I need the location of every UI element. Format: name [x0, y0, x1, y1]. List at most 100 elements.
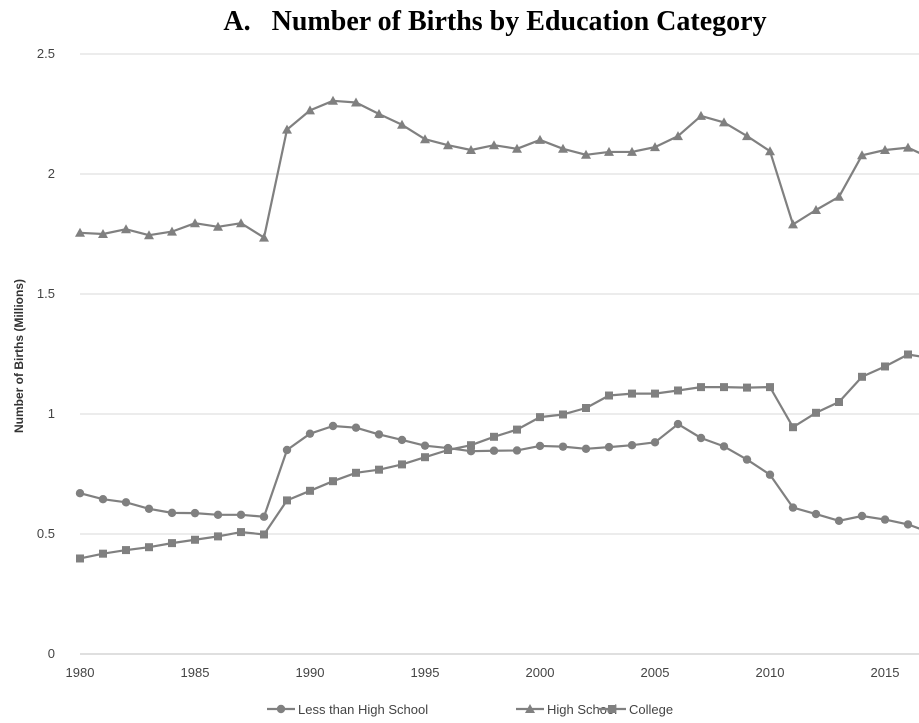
data-point-less-than-high-school	[857, 511, 867, 521]
data-point-high-school	[259, 232, 269, 242]
data-point-college	[835, 398, 843, 406]
data-point-college	[375, 465, 383, 474]
x-tick-label: 1980	[66, 665, 95, 680]
data-point-high-school	[282, 124, 292, 134]
grid-layer	[80, 53, 919, 535]
data-point-high-school	[374, 109, 384, 118]
series-high-school	[75, 95, 919, 242]
data-point-high-school	[673, 131, 683, 141]
y-tick-label: 2	[48, 166, 55, 181]
data-point-less-than-high-school	[650, 438, 660, 447]
series-line-high-school	[79, 99, 919, 239]
data-point-high-school	[558, 143, 568, 153]
data-point-less-than-high-school	[696, 433, 706, 443]
data-point-college	[536, 413, 544, 422]
data-point-high-school	[305, 105, 315, 115]
data-point-less-than-high-school	[328, 421, 338, 431]
x-tick-label: 2000	[526, 665, 555, 680]
data-point-high-school	[351, 97, 361, 107]
y-tick-label: 0	[48, 646, 55, 661]
data-point-high-school	[880, 145, 890, 154]
axis-layer: 0 0.5 1 1.5 2 2.5 1980 1985 1990 1995 2000 2005 2010…	[37, 46, 919, 680]
data-point-less-than-high-school	[765, 470, 775, 479]
legend-item-less-than-high-school: Less than High School	[267, 702, 428, 717]
data-point-less-than-high-school	[604, 442, 614, 452]
data-point-college	[605, 391, 613, 400]
legend-item-high-school: High School	[516, 702, 617, 717]
legend-label-college: College	[629, 702, 673, 717]
data-point-college	[329, 477, 337, 486]
data-point-less-than-high-school	[719, 442, 729, 451]
series-line-less-than-high-school	[79, 422, 919, 530]
data-point-college	[697, 383, 705, 392]
data-point-high-school	[903, 142, 913, 152]
data-point-less-than-high-school	[903, 520, 913, 529]
data-point-college	[743, 383, 751, 392]
data-point-college	[398, 460, 406, 469]
x-tick-label: 1990	[296, 665, 325, 680]
data-point-college	[214, 532, 222, 541]
data-point-high-school	[811, 205, 821, 214]
data-point-college	[766, 383, 774, 392]
data-point-less-than-high-school	[282, 445, 292, 455]
data-point-high-school	[75, 227, 85, 237]
data-point-less-than-high-school	[397, 435, 407, 445]
data-point-less-than-high-school	[75, 489, 85, 498]
data-point-less-than-high-school	[673, 419, 683, 429]
data-point-high-school	[144, 230, 154, 240]
data-point-college	[628, 389, 636, 398]
chart-title: A. Number of Births by Education Categor…	[223, 6, 766, 37]
data-point-less-than-high-school	[880, 515, 890, 524]
y-axis-label: Number of Births (Millions)	[12, 279, 26, 433]
x-tick-label: 1995	[411, 665, 440, 680]
data-point-college	[260, 530, 268, 539]
y-tick-label: 0.5	[37, 526, 55, 541]
data-point-high-school	[719, 117, 729, 127]
data-point-less-than-high-school	[374, 430, 384, 439]
data-point-less-than-high-school	[98, 495, 108, 504]
data-point-college	[145, 543, 153, 552]
data-point-high-school	[213, 221, 223, 231]
x-tick-label: 1985	[181, 665, 210, 680]
data-point-high-school	[397, 119, 407, 129]
data-point-high-school	[466, 145, 476, 154]
data-point-college	[582, 404, 590, 412]
x-tick-label: 2005	[641, 665, 670, 680]
data-point-college	[490, 432, 498, 441]
data-point-college	[720, 383, 728, 392]
data-point-high-school	[121, 224, 131, 234]
data-point-college	[789, 423, 797, 432]
data-point-high-school	[489, 140, 499, 150]
legend-marker-college	[608, 705, 616, 713]
data-point-less-than-high-school	[167, 508, 177, 518]
data-point-college	[237, 528, 245, 537]
data-point-less-than-high-school	[236, 510, 246, 519]
series-less-than-high-school	[75, 419, 919, 530]
data-point-less-than-high-school	[788, 503, 798, 512]
data-point-less-than-high-school	[535, 441, 545, 451]
data-point-college	[881, 362, 889, 371]
data-point-college	[76, 554, 84, 563]
data-point-high-school	[167, 226, 177, 236]
data-point-college	[444, 446, 452, 454]
data-point-less-than-high-school	[351, 423, 361, 432]
y-tick-label: 1.5	[37, 286, 55, 301]
data-point-high-school	[98, 229, 108, 238]
y-tick-label: 1	[48, 406, 55, 421]
data-point-high-school	[834, 191, 844, 201]
data-point-less-than-high-school	[558, 442, 568, 451]
data-point-less-than-high-school	[190, 508, 200, 518]
data-point-less-than-high-school	[420, 441, 430, 450]
data-point-high-school	[742, 131, 752, 141]
data-point-college	[858, 372, 866, 381]
data-point-high-school	[236, 218, 246, 228]
data-point-college	[122, 546, 130, 555]
series-line-college	[79, 353, 919, 560]
data-point-college	[559, 410, 567, 419]
data-point-college	[352, 468, 360, 477]
data-point-high-school	[765, 146, 775, 156]
data-point-less-than-high-school	[627, 441, 637, 450]
data-point-high-school	[627, 146, 637, 156]
data-point-college	[99, 549, 107, 558]
